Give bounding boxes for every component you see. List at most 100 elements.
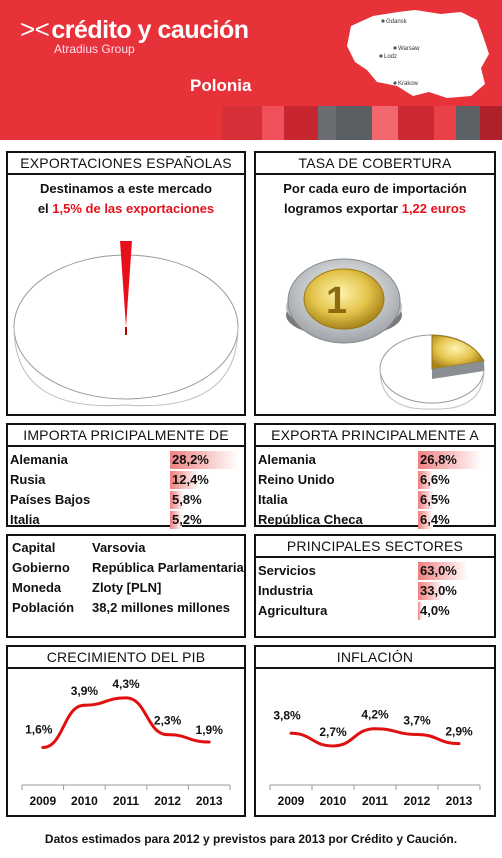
row-value: 28,2% (172, 452, 209, 467)
table-row: República Checa 6,4% (258, 510, 492, 530)
row-bar (418, 511, 434, 529)
row-value: 4,0% (420, 603, 450, 618)
x-tick-label: 2009 (278, 794, 305, 808)
data-label: 3,7% (403, 713, 431, 727)
row-bar (418, 471, 434, 489)
info-row: Gobierno República Parlamentaria (12, 558, 244, 578)
row-name: Industria (258, 583, 313, 598)
table-row: Italia 6,5% (258, 490, 492, 510)
x-tick-label: 2013 (196, 794, 223, 808)
exports-pie-slice (120, 241, 132, 327)
brand-name: crédito y caución (51, 16, 249, 44)
data-point (331, 744, 335, 748)
panel-title: PRINCIPALES SECTORES (256, 536, 494, 558)
decorative-stripes (222, 106, 502, 140)
data-label: 3,8% (273, 708, 301, 722)
city-label: Gdansk (386, 19, 408, 25)
data-label: 4,2% (361, 708, 389, 722)
logo-mark-icon: >< (20, 14, 50, 44)
panel-title: TASA DE COBERTURA (256, 153, 494, 175)
x-tick-label: 2012 (404, 794, 431, 808)
table-row: Agricultura 4,0% (258, 601, 492, 621)
row-name: Países Bajos (10, 492, 91, 507)
x-tick-label: 2011 (113, 794, 139, 808)
data-label: 2,3% (154, 714, 182, 728)
row-name: Agricultura (258, 603, 328, 618)
x-tick-label: 2011 (362, 794, 388, 808)
row-value: 26,8% (420, 452, 457, 467)
table-row: Industria 33,0% (258, 581, 492, 601)
panel-title: INFLACIÓN (256, 647, 494, 669)
coverage-panel: TASA DE COBERTURA Por cada euro de impor… (254, 151, 496, 416)
row-bar (170, 471, 200, 489)
row-value: 5,8% (172, 492, 202, 507)
x-tick-label: 2010 (320, 794, 347, 808)
city-label: Warsaw (398, 46, 420, 52)
info-key: Moneda (12, 580, 62, 595)
city-label: Krakow (398, 81, 419, 87)
data-point (82, 703, 86, 707)
info-key: Capital (12, 540, 56, 555)
row-value: 12,4% (172, 472, 209, 487)
row-value: 33,0% (420, 583, 457, 598)
data-point (457, 742, 461, 746)
data-point (207, 740, 211, 744)
row-bar (418, 562, 469, 580)
svg-text:1: 1 (326, 280, 347, 322)
info-key: Gobierno (12, 560, 70, 575)
data-label: 1,9% (196, 723, 224, 737)
city-label: Lodz (384, 54, 397, 60)
row-bar (170, 511, 183, 529)
data-point (41, 746, 45, 750)
row-bar (418, 582, 445, 600)
info-key: Población (12, 600, 75, 615)
row-bar (170, 451, 238, 469)
country-title: Polonia (190, 76, 252, 95)
info-row: Población 38,2 millones millones (12, 598, 240, 618)
imports-panel: IMPORTA PRICIPALMENTE DE Alemania 28,2% Ru… (6, 423, 246, 530)
x-tick-label: 2012 (154, 794, 181, 808)
header-banner: ><crédito y caución Atradius Group Polon… (0, 0, 502, 140)
row-name: Servicios (258, 563, 316, 578)
x-tick-label: 2010 (71, 794, 98, 808)
exports-line1: Destinamos a este mercado (40, 181, 212, 196)
info-value: 38,2 millones millones (92, 600, 230, 615)
table-row: Servicios 63,0% (258, 561, 492, 581)
row-bar (418, 491, 434, 509)
data-label: 3,9% (71, 684, 99, 698)
euro-coin-icon: 1 (286, 258, 485, 410)
x-tick-label: 2013 (446, 794, 473, 808)
panel-title: EXPORTA PRINCIPALMENTE A (256, 425, 494, 447)
exports-pie-chart (13, 241, 239, 407)
row-value: 6,6% (420, 472, 450, 487)
table-row: Italia 5,2% (10, 510, 242, 530)
row-bar (170, 491, 184, 509)
inflation-panel: INFLACIÓN 3,8% 2009 2,7% 2010 4,2% 2011 3,7% 20… (254, 645, 496, 817)
table-row: Rusia 12,4% (10, 470, 242, 490)
exports-to-panel: EXPORTA PRINCIPALMENTE A Alemania 26,8% Re… (254, 423, 496, 530)
coverage-line1: Por cada euro de importación (283, 181, 467, 196)
brand-logo: ><crédito y caución Atradius Group (20, 14, 249, 56)
data-point (289, 731, 293, 735)
series-line (290, 727, 460, 748)
coverage-line2: logramos exportar 1,22 euros (283, 201, 467, 216)
info-value: Zloty [PLN] (92, 580, 162, 595)
brand-subtitle: Atradius Group (54, 42, 135, 56)
city-dot (393, 46, 397, 50)
row-bar (418, 602, 422, 620)
inflation-chart: 3,8% 2009 2,7% 2010 4,2% 2011 3,7% 2012 2,9% 2013 (269, 708, 481, 808)
gdp-growth-chart: 1,6% 2009 3,9% 2010 4,3% 2011 2,3% 2012 1,9% 2013 (21, 677, 231, 808)
row-value: 6,4% (420, 512, 450, 527)
row-value: 6,5% (420, 492, 450, 507)
panel-title: IMPORTA PRICIPALMENTE DE (8, 425, 244, 447)
row-name: República Checa (258, 512, 363, 527)
row-value: 5,2% (172, 512, 202, 527)
country-info-panel: Capital Varsovia Gobierno República Parlame… (6, 534, 246, 638)
table-row: Reino Unido 6,6% (258, 470, 492, 490)
row-name: Alemania (10, 452, 68, 467)
footnote: Datos estimados para 2012 y previstos pa… (44, 832, 458, 846)
poland-map-icon: Gdansk Warsaw Lodz Krakow (347, 10, 489, 98)
panel-title: EXPORTACIONES ESPAÑOLAS (8, 153, 244, 175)
city-dot (381, 19, 385, 23)
row-bar (418, 451, 483, 469)
